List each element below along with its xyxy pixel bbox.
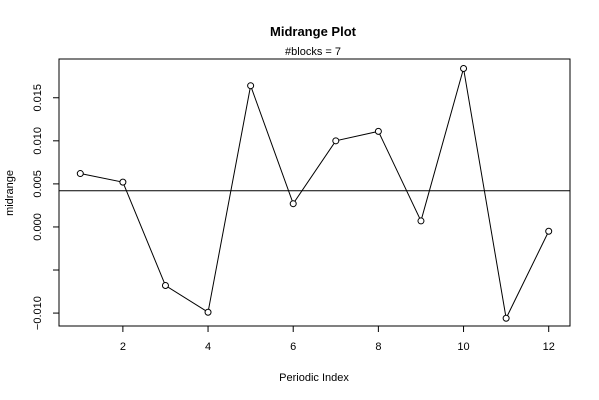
- data-point: [161, 282, 169, 290]
- data-point: [247, 82, 255, 90]
- chart-title: Midrange Plot: [270, 24, 357, 39]
- chart-subtitle: #blocks = 7: [285, 46, 341, 58]
- data-points: [76, 64, 553, 322]
- data-point: [417, 217, 425, 225]
- y-tick-label: 0.005: [32, 170, 44, 198]
- y-tick-label: −0.010: [32, 296, 44, 330]
- x-tick-label: 2: [120, 341, 126, 353]
- data-point: [204, 308, 212, 316]
- series-line: [80, 68, 550, 320]
- x-tick-label: 8: [375, 341, 381, 353]
- x-tick-label: 6: [290, 341, 296, 353]
- x-tick-label: 4: [205, 341, 211, 353]
- plot-frame: [58, 58, 571, 327]
- x-axis-label: Periodic Index: [279, 372, 349, 384]
- data-point: [502, 314, 510, 322]
- y-tick-label: 0.015: [32, 84, 44, 112]
- data-point: [332, 137, 340, 145]
- data-point: [119, 178, 127, 186]
- x-tick-label: 10: [457, 341, 469, 353]
- y-axis: −0.010 0.000 0.005 0.010 0.015: [32, 84, 60, 330]
- data-point: [374, 127, 382, 135]
- data-point: [76, 170, 84, 178]
- y-tick-label: 0.000: [32, 213, 44, 241]
- x-tick-label: 12: [543, 341, 555, 353]
- data-point: [545, 227, 553, 235]
- data-point: [289, 200, 297, 208]
- y-axis-label: midrange: [4, 170, 16, 216]
- data-point: [460, 64, 468, 72]
- x-axis: 2 4 6 8 10 12: [120, 325, 555, 353]
- y-tick-label: 0.010: [32, 127, 44, 155]
